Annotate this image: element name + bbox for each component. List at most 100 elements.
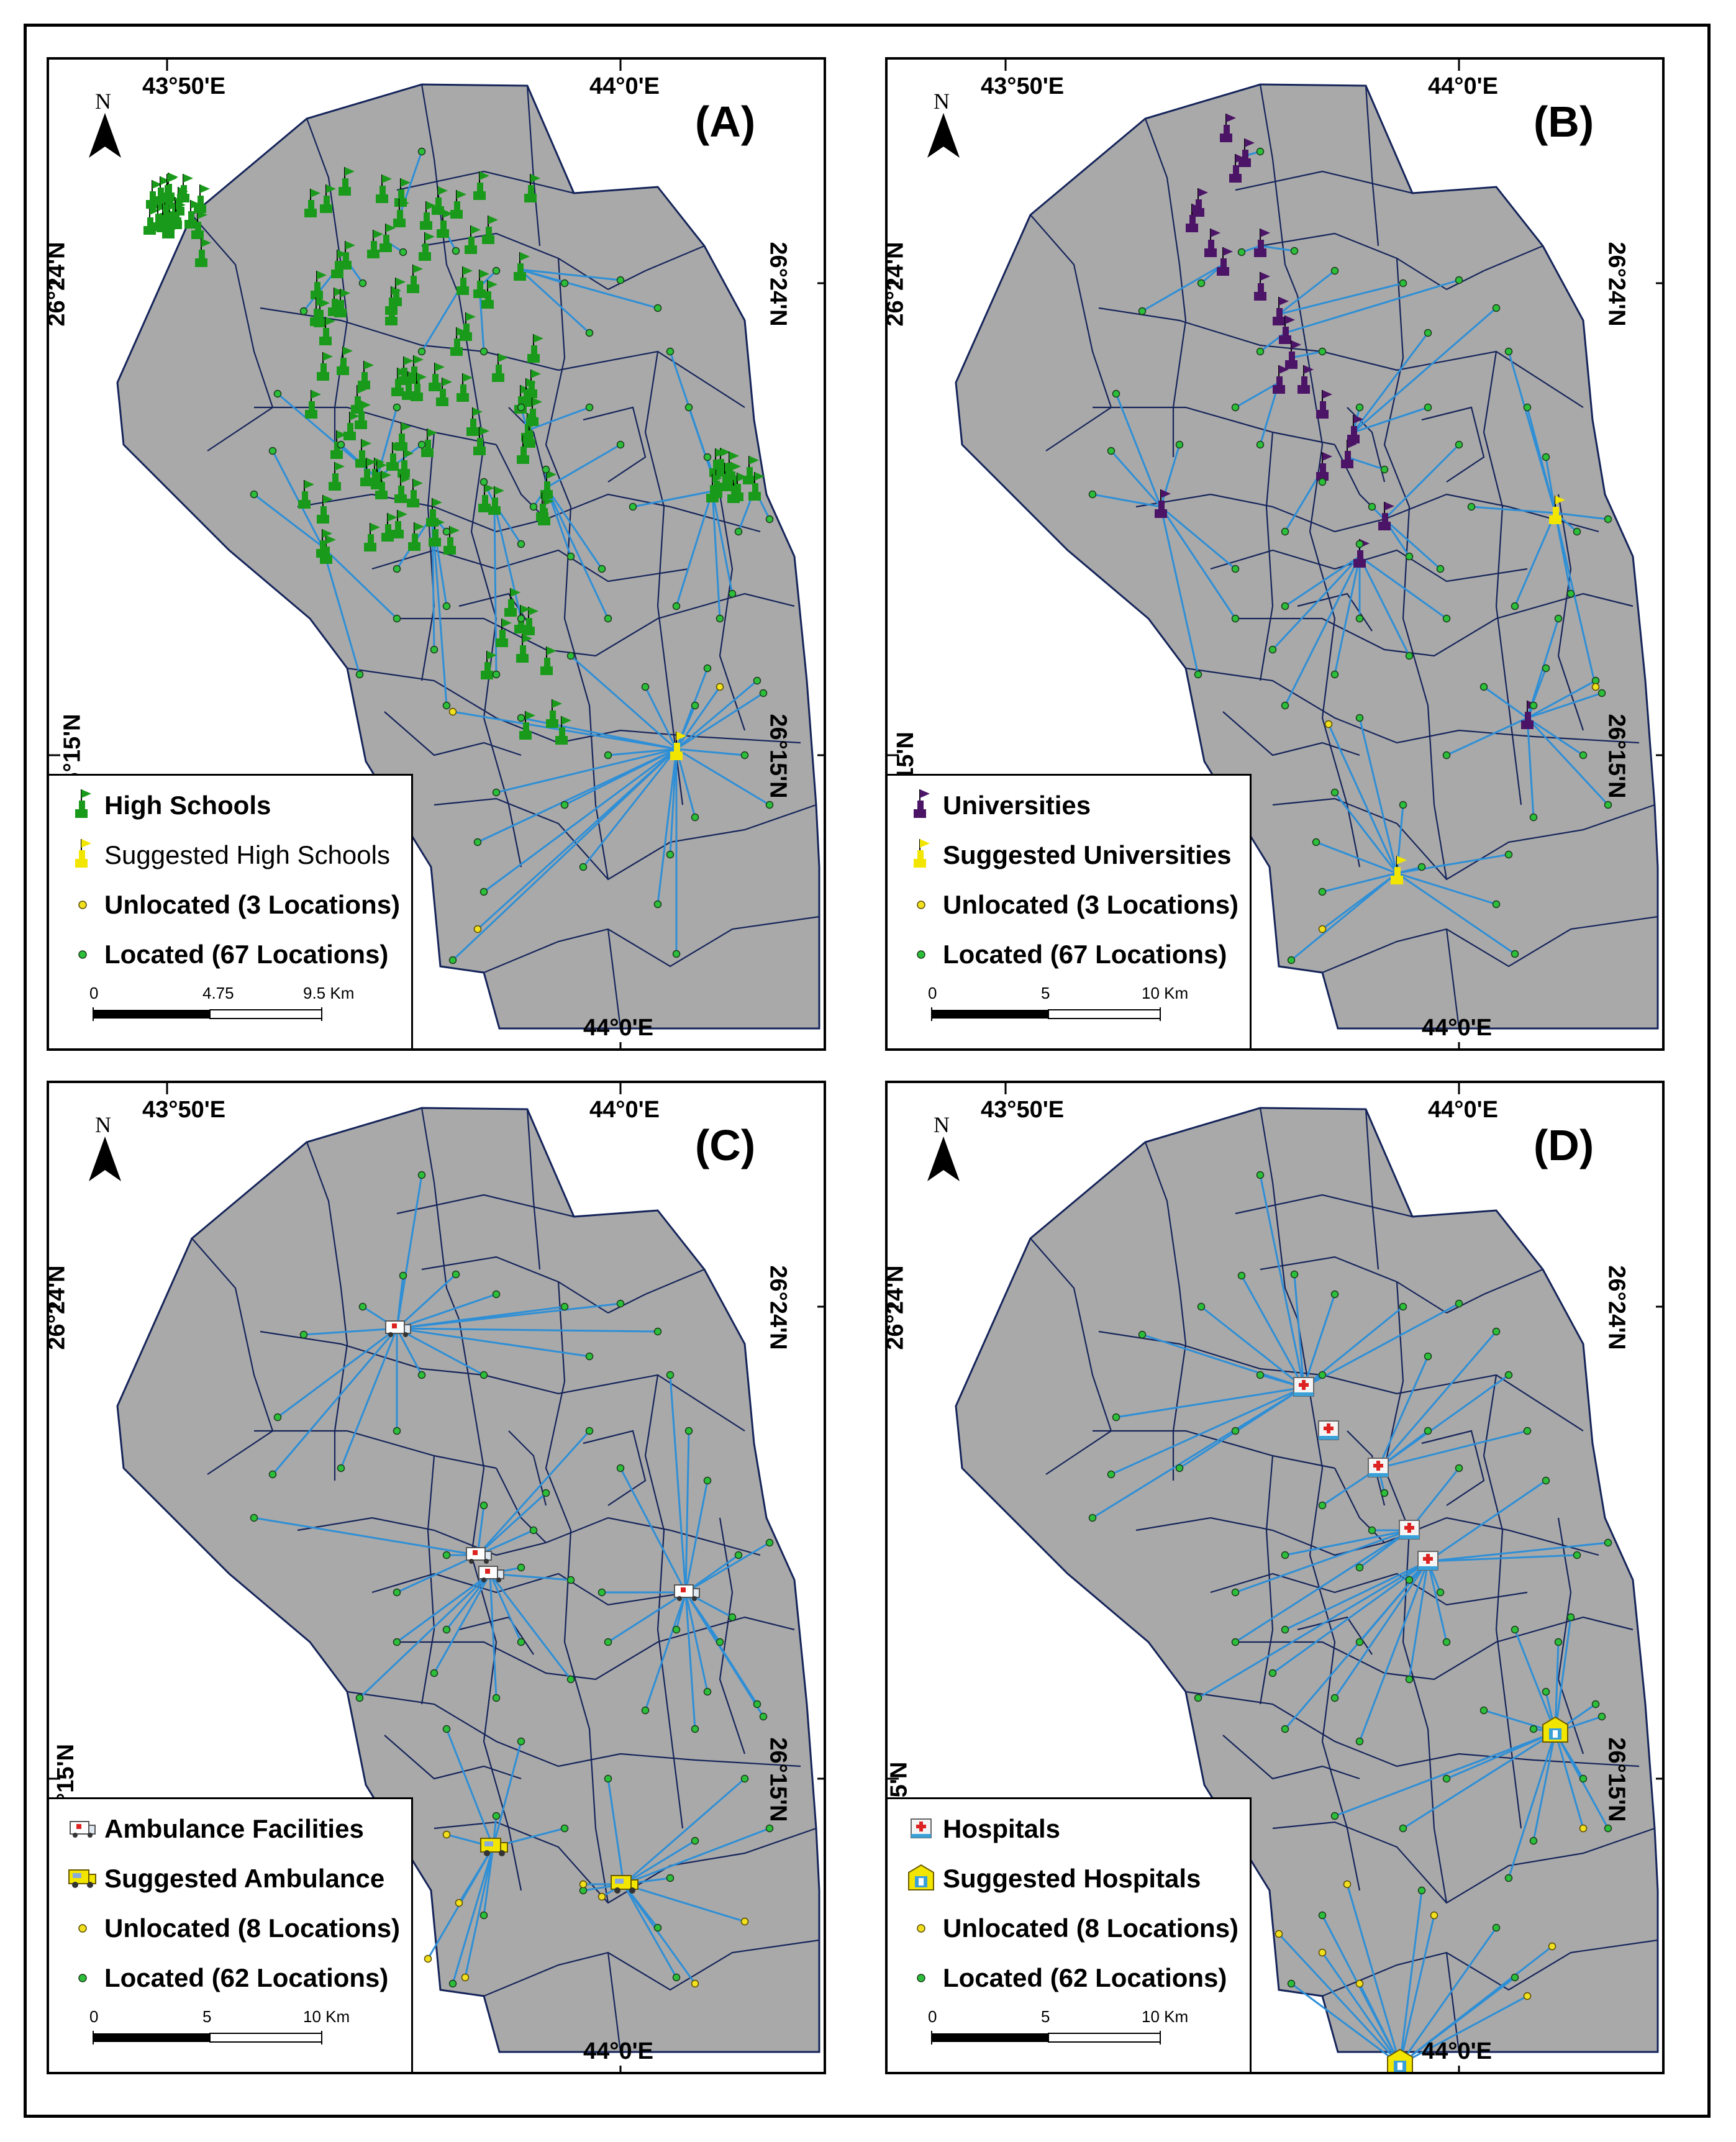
high-school-flag [331,250,347,278]
high-school-flag [478,484,494,512]
north-arrow: N [925,1112,962,1187]
located-points [1088,1171,1612,1988]
located-dot [1231,403,1240,412]
unlocated-dot [1355,1979,1364,1988]
high-school-flag [436,378,452,406]
service-links [1092,150,1609,961]
located-dot [1442,751,1451,760]
high-school-flag [398,356,414,385]
scale-bar-graphic [93,1007,322,1021]
located-dot [1287,1979,1296,1988]
ambulance-facility [466,1547,492,1564]
located-dot [1268,1669,1277,1677]
located-dot [355,1694,364,1702]
located-dot [1318,1911,1327,1920]
lat-label-right-south: 26°15'N [1603,1737,1630,1822]
legend-item: Universities [899,787,1091,824]
north-arrow: N [86,1112,124,1187]
located-dot [492,670,501,679]
high-school-flag [496,619,512,647]
located-dot [753,1700,761,1709]
unlocated-dot [442,1830,451,1839]
located-dot [1573,1551,1581,1559]
located-dot [1256,347,1265,356]
located-dot [1330,266,1339,275]
high-school-flag [184,200,201,229]
high-school-flag [364,523,380,551]
yellow-dot-icon [899,1910,943,1947]
high-school-flag [514,252,530,281]
high-school-flag [298,480,314,509]
located-dot [417,1371,426,1379]
located-dot [393,565,401,573]
unlocated-dot [1548,1942,1556,1951]
scale-bar: 0 5 10 Km [928,2007,1188,2057]
located-dot [442,1625,451,1634]
located-dot [1504,1371,1513,1379]
located-dot [355,670,364,679]
located-dot [604,1638,612,1646]
lon-label-west: 43°50'E [142,73,226,99]
north-label: N [934,1112,950,1137]
located-dot [1579,751,1588,760]
high-school-flag [555,716,571,745]
high-school-flag [519,711,535,740]
district-boundaries [1030,84,1658,1029]
located-dot [1330,670,1339,679]
located-dot [672,1625,681,1634]
located-dot [268,1470,277,1479]
located-dot [1088,1513,1097,1522]
study-area-map [49,60,824,1048]
located-dot [1554,1638,1563,1646]
located-dot [517,1737,525,1746]
legend-item: Hospitals [899,1810,1060,1848]
located-dot [399,248,407,256]
located-dot [1231,614,1240,623]
legend-item: Located (62 Locations) [899,1959,1227,1997]
high-school-flag [304,189,320,217]
located-dot [672,1973,681,1982]
suggested-hospital [1542,1716,1568,1743]
unlocated-points [424,1830,749,1988]
high-school-flag [320,184,336,213]
located-dot [473,838,482,846]
located-dot [1399,279,1407,288]
located-dot [1281,527,1289,536]
suggested-ambulance-icon [68,1869,96,1888]
legend-item: Unlocated (8 Locations) [899,1910,1238,1947]
located-dot [1256,147,1265,156]
panel-label: (D) [1534,1121,1594,1169]
high-school-flag [157,204,173,232]
located-dot [1330,1694,1339,1702]
north-label: N [95,1112,111,1137]
located-dot [1523,403,1532,412]
university-flag [1155,489,1171,518]
high-school-flag [305,390,321,419]
unlocated-dot [1591,683,1600,691]
located-dot [560,801,569,809]
located-dot [1424,403,1432,412]
ambulance-facility [478,1566,504,1582]
high-school-flag [317,352,333,381]
located-dot [299,307,308,315]
located-dot [566,552,575,561]
unlocated-points [1318,683,1600,933]
north-arrow-icon [89,113,121,158]
located-dot [1573,527,1581,536]
located-dot [1318,1501,1327,1510]
located-dot [1107,447,1116,455]
high-school-flag [748,472,765,501]
high-school-flag [329,462,345,491]
located-dot [1492,900,1501,909]
located-dot [250,490,258,499]
located-dot [703,664,712,673]
north-arrow: N [86,89,124,164]
located-dot [250,1513,258,1522]
legend-label: Unlocated (8 Locations) [104,1913,401,1943]
scale-label-mid: 4.75 [202,984,234,1002]
scale-bar-graphic [93,2031,322,2044]
university-flag [1297,365,1314,394]
high-school-flag [524,174,540,202]
region-outline [955,1107,1659,2053]
located-dot [1511,1625,1519,1634]
